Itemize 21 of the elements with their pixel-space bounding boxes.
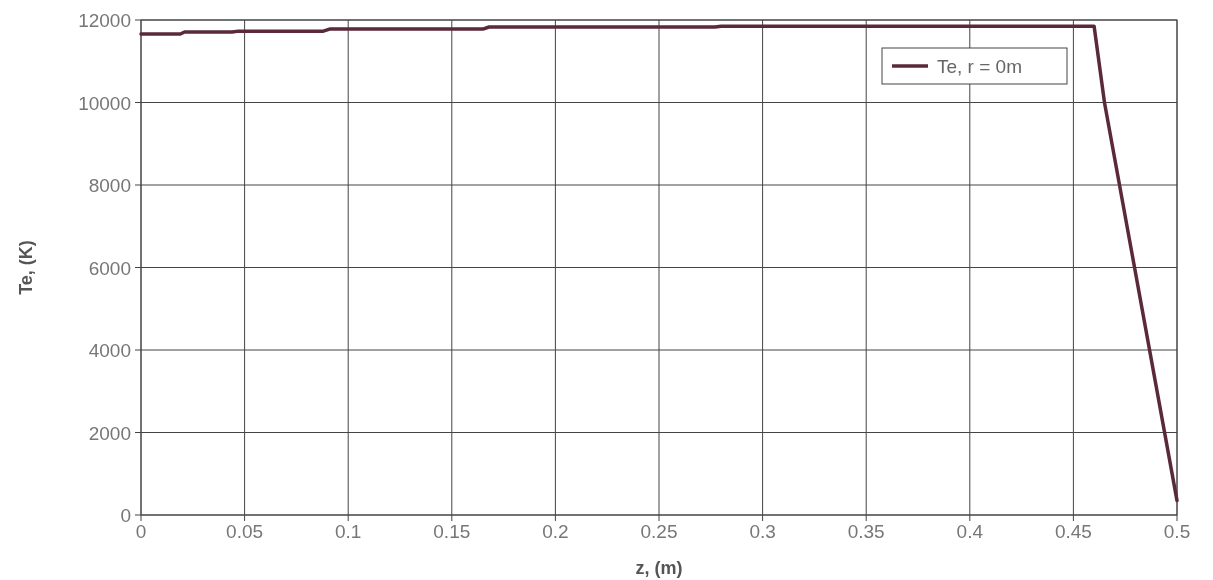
x-tick-label: 0.3 xyxy=(749,521,776,542)
x-tick-label: 0.15 xyxy=(433,521,471,542)
x-axis-title: z, (m) xyxy=(635,558,683,578)
x-tick-label: 0.45 xyxy=(1054,521,1092,542)
legend-label: Te, r = 0m xyxy=(937,56,1022,77)
y-tick-label: 8000 xyxy=(88,175,131,196)
y-tick-label: 12000 xyxy=(78,10,131,31)
y-tick-label: 4000 xyxy=(88,340,131,361)
y-tick-label: 10000 xyxy=(78,92,131,114)
y-tick-label: 2000 xyxy=(88,422,131,444)
x-tick-label: 0.05 xyxy=(226,521,264,542)
y-tick-label: 0 xyxy=(120,505,131,526)
y-axis-title: Te, (K) xyxy=(16,240,36,295)
x-tick-label: 0 xyxy=(135,521,147,542)
y-tick-label: 6000 xyxy=(88,257,131,279)
x-tick-label: 0.1 xyxy=(334,521,362,542)
x-tick-label: 0.4 xyxy=(956,521,984,542)
x-tick-label: 0.25 xyxy=(640,521,678,542)
x-tick-label: 0.2 xyxy=(542,521,569,542)
x-tick-label: 0.5 xyxy=(1163,521,1191,542)
x-tick-label: 0.35 xyxy=(847,521,885,542)
